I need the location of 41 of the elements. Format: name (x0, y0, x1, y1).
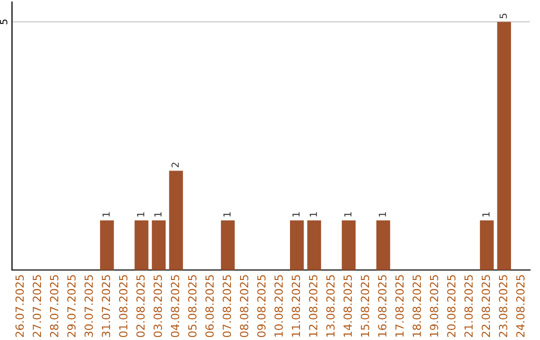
x-tick-label: 30.07.2025 (84, 275, 93, 337)
x-tick-label: 15.08.2025 (360, 275, 370, 337)
x-tick-label: 19.08.2025 (430, 275, 438, 337)
x-tick-label: 28.07.2025 (50, 275, 58, 337)
data-label: 1 (378, 212, 386, 217)
x-tick-label: 08.08.2025 (240, 275, 248, 338)
x-tick-label: 10.08.2025 (274, 275, 283, 337)
x-tick-label: 26.07.2025 (15, 275, 24, 337)
data-label: 1 (154, 212, 162, 217)
x-tick-label: 16.08.2025 (378, 275, 386, 337)
x-tick-label: 27.07.2025 (32, 275, 42, 337)
x-tick-label: 05.08.2025 (188, 275, 197, 338)
x-tick-label: 09.08.2025 (257, 275, 266, 338)
data-label: 1 (482, 212, 490, 217)
x-tick-label: 04.08.2025 (170, 275, 180, 338)
x-tick-label: 21.08.2025 (464, 275, 473, 337)
x-tick-label: 02.08.2025 (136, 275, 145, 338)
x-tick-label: 31.07.2025 (102, 275, 110, 337)
x-tick-label: 20.08.2025 (447, 275, 456, 337)
data-label: 1 (102, 212, 110, 217)
x-tick-label: 03.08.2025 (154, 275, 162, 338)
data-label: 1 (292, 212, 300, 217)
data-label: 2 (172, 162, 179, 168)
x-tick-label: 07.08.2025 (222, 275, 232, 338)
x-tick-label: 17.08.2025 (395, 275, 404, 337)
x-tick-label: 11.08.2025 (292, 275, 300, 337)
data-label: 5 (500, 14, 507, 18)
data-label: 1 (344, 212, 352, 217)
x-tick-label: 06.08.2025 (205, 275, 214, 338)
data-label: 1 (310, 212, 317, 217)
x-tick-label: 12.08.2025 (308, 275, 318, 337)
x-tick-label: 01.08.2025 (119, 275, 128, 338)
x-tick-label: 29.07.2025 (67, 275, 76, 337)
data-label: 1 (137, 212, 144, 217)
x-tick-label: 22.08.2025 (482, 275, 490, 337)
x-tick-label: 13.08.2025 (326, 275, 335, 337)
x-tick-label: 18.08.2025 (412, 275, 421, 337)
x-tick-label: 23.08.2025 (498, 275, 508, 337)
x-tick-label: 14.08.2025 (344, 275, 352, 337)
x-tick-label: 24.08.2025 (516, 275, 525, 337)
data-label: 1 (223, 212, 231, 217)
